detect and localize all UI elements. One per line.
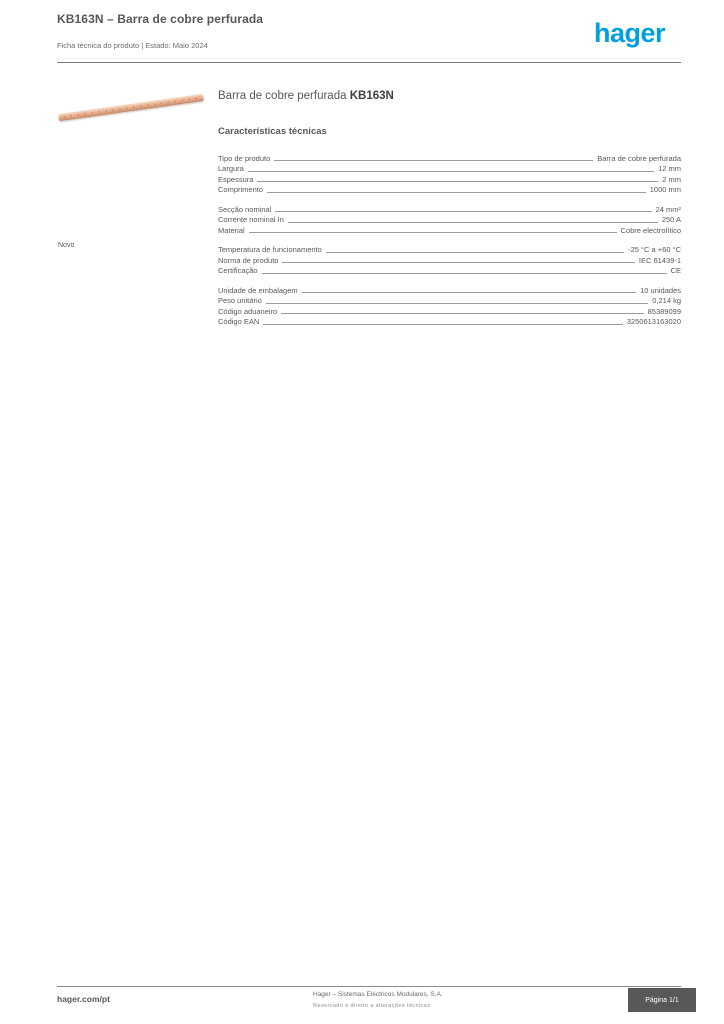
spec-value: Cobre electrolítico <box>620 225 681 235</box>
spec-label: Temperatura de funcionamento <box>218 245 322 254</box>
leader-line <box>263 323 623 325</box>
leader-line <box>325 251 625 253</box>
spec-value: Barra de cobre perfurada <box>597 153 681 163</box>
spec-value: 3250613163020 <box>626 317 681 326</box>
footer-divider <box>57 986 681 987</box>
footer-fineprint-line: Reservado o direito a alterações técnica… <box>313 1003 431 1009</box>
spec-row: Largura 12 mm <box>218 163 681 173</box>
spec-row: Tipo de produto Barra de cobre perfurada <box>218 152 681 163</box>
spec-group: Secção nominal 24 mm² Corrente nominal I… <box>218 203 681 235</box>
product-reference: KB163N <box>349 90 394 102</box>
spec-label: Peso unitário <box>218 296 262 305</box>
spec-group: Tipo de produto Barra de cobre perfurada… <box>218 152 681 195</box>
product-image <box>57 90 205 130</box>
leader-line <box>265 302 649 304</box>
leader-line <box>275 211 652 212</box>
leader-line <box>282 262 635 263</box>
spec-value: -25 °C a +60 °C <box>628 245 681 254</box>
spec-row: Unidade de embalagem 10 unidades <box>218 284 681 295</box>
page-number-label: Página 1/1 <box>645 996 679 1004</box>
header-divider <box>57 62 681 63</box>
product-name: Barra de cobre perfurada <box>218 90 350 102</box>
spec-value: 85389099 <box>647 306 681 316</box>
leader-line <box>281 313 644 314</box>
leader-line <box>274 160 594 161</box>
spec-row: Código aduaneiro 85389099 <box>218 305 681 316</box>
spec-row: Certificação CE <box>218 265 681 275</box>
spec-label: Certificação <box>218 266 258 275</box>
spec-value: IEC 61439-1 <box>638 255 681 265</box>
spec-label: Comprimento <box>218 185 264 194</box>
spec-row: Secção nominal 24 mm² <box>218 203 681 214</box>
hager-logo: hager <box>594 18 666 48</box>
spec-table: Tipo de produto Barra de cobre perfurada… <box>218 152 681 335</box>
spec-row: Código EAN 3250613163020 <box>218 316 681 326</box>
spec-row: Norma de produto IEC 61439-1 <box>218 254 681 265</box>
spec-row: Temperatura de funcionamento -25 °C a +6… <box>218 244 681 254</box>
spec-value: 12 mm <box>658 164 681 173</box>
footer-website-link[interactable]: hager.com/pt <box>57 994 110 1004</box>
spec-value: 250 A <box>661 215 681 224</box>
page-number-badge: Página 1/1 <box>628 988 696 1012</box>
copper-busbar-photo <box>58 93 204 122</box>
section-heading: Características técnicas <box>218 126 327 137</box>
spec-row: Comprimento 1000 mm <box>218 184 681 194</box>
spec-row: Material Cobre electrolítico <box>218 224 681 235</box>
spec-value: CE <box>670 266 681 275</box>
spec-label: Secção nominal <box>218 204 272 214</box>
leader-line <box>261 272 667 274</box>
spec-value: 2 mm <box>662 174 681 184</box>
spec-value: 1000 mm <box>649 185 681 194</box>
spec-label: Espessura <box>218 174 254 184</box>
leader-line <box>247 170 655 172</box>
spec-group: Unidade de embalagem 10 unidades Peso un… <box>218 284 681 327</box>
spec-value: 0,214 kg <box>652 296 681 305</box>
spec-label: Corrente nominal In <box>218 215 284 224</box>
leader-line <box>257 181 659 182</box>
spec-value: 10 unidades <box>640 285 681 295</box>
spec-label: Código EAN <box>218 317 260 326</box>
new-product-label: Novo <box>58 242 75 249</box>
spec-label: Largura <box>218 164 244 173</box>
spec-label: Código aduaneiro <box>218 306 278 316</box>
header-subtitle: Ficha técnica do produto | Estado: Maio … <box>57 41 208 50</box>
product-title: Barra de cobre perfurada KB163N <box>218 90 394 102</box>
spec-label: Norma de produto <box>218 255 279 265</box>
leader-line <box>287 221 658 223</box>
leader-line <box>267 191 646 193</box>
footer-company-line: Hager – Sistemas Eléctricos Modulares, S… <box>313 991 443 998</box>
leader-line <box>248 232 617 233</box>
spec-group: Temperatura de funcionamento -25 °C a +6… <box>218 244 681 275</box>
spec-row: Corrente nominal In 250 A <box>218 214 681 224</box>
spec-row: Espessura 2 mm <box>218 173 681 184</box>
spec-label: Unidade de embalagem <box>218 285 298 295</box>
busbar-perforations <box>63 97 199 118</box>
spec-value: 24 mm² <box>655 204 681 214</box>
spec-label: Material <box>218 225 245 235</box>
spec-row: Peso unitário 0,214 kg <box>218 295 681 305</box>
header-title: KB163N – Barra de cobre perfurada <box>57 12 264 26</box>
leader-line <box>301 292 637 293</box>
spec-label: Tipo de produto <box>218 153 271 163</box>
